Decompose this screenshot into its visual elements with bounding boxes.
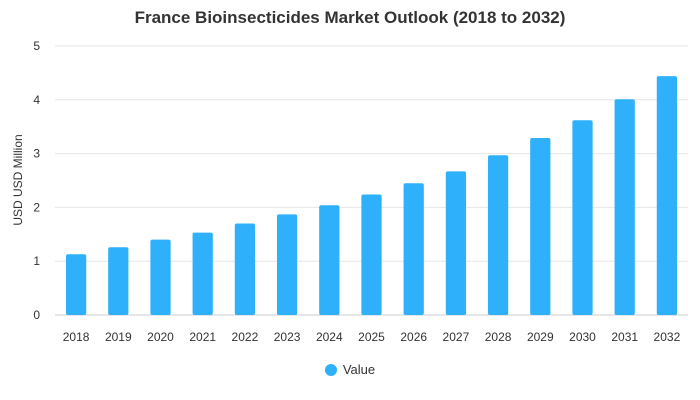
x-tick-label: 2025 <box>358 330 385 344</box>
bar-2031 <box>614 99 635 316</box>
y-tick-label: 3 <box>33 147 40 161</box>
bar-2024 <box>319 205 340 315</box>
y-tick-label: 1 <box>33 254 40 268</box>
bar-2025 <box>361 194 382 315</box>
bar-2026 <box>403 183 424 315</box>
bar-2018 <box>65 254 87 315</box>
x-tick-label: 2021 <box>189 330 216 344</box>
x-tick-label: 2027 <box>443 330 470 344</box>
y-tick-label: 0 <box>33 308 40 322</box>
x-tick-label: 2023 <box>274 330 301 344</box>
y-tick-label: 2 <box>33 200 40 214</box>
bar-2028 <box>487 155 509 315</box>
x-tick-label: 2026 <box>400 330 427 344</box>
bar-2020 <box>150 239 171 315</box>
bar-2027 <box>445 171 467 315</box>
x-tick-label: 2020 <box>147 330 174 344</box>
bar-2021 <box>192 232 213 315</box>
bar-2030 <box>572 120 593 315</box>
y-axis-ticks: 0 1 2 3 4 5 <box>33 39 40 322</box>
y-tick-label: 4 <box>33 93 40 107</box>
x-tick-label: 2031 <box>611 330 638 344</box>
x-tick-label: 2030 <box>569 330 596 344</box>
legend-label: Value <box>342 362 376 377</box>
x-tick-label: 2029 <box>527 330 554 344</box>
x-tick-label: 2018 <box>63 330 90 344</box>
bar-2029 <box>530 137 551 315</box>
bar-2023 <box>276 214 298 315</box>
x-axis-ticks: 2018 2019 2020 2021 2022 2023 2024 2025 2026 2027… <box>63 330 681 344</box>
x-tick-label: 2028 <box>485 330 512 344</box>
legend-marker <box>324 363 337 376</box>
x-tick-label: 2032 <box>654 330 681 344</box>
bar-2032 <box>656 76 678 316</box>
legend: Value <box>0 362 700 377</box>
x-tick-label: 2022 <box>232 330 259 344</box>
y-axis-title: USD USD Million <box>11 134 25 225</box>
bars <box>65 76 678 316</box>
y-tick-label: 5 <box>33 39 40 53</box>
bar-2022 <box>234 223 256 315</box>
chart-title: France Bioinsecticides Market Outlook (2… <box>134 8 566 27</box>
x-tick-label: 2019 <box>105 330 132 344</box>
bar-2019 <box>108 247 129 315</box>
x-tick-label: 2024 <box>316 330 343 344</box>
